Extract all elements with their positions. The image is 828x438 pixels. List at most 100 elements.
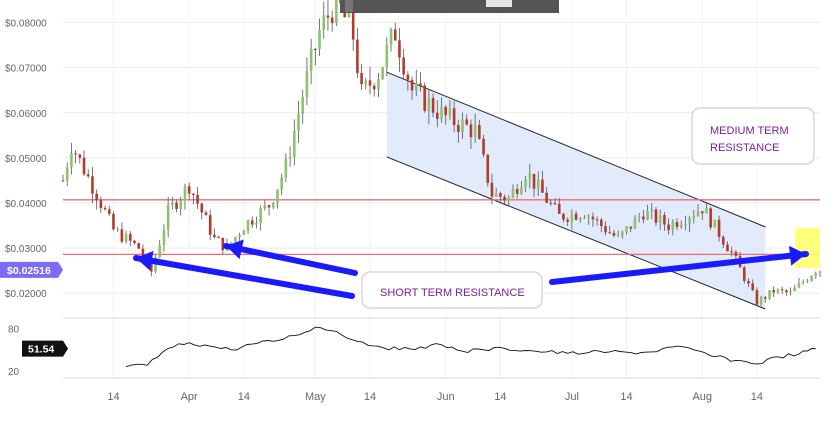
short-term-label: SHORT TERM RESISTANCE	[380, 287, 525, 299]
candle-body	[780, 289, 784, 291]
candle-body	[410, 79, 414, 91]
arrow-shaft	[133, 255, 355, 299]
highlight-box	[795, 228, 820, 268]
candle-body	[679, 224, 683, 227]
y-tick-label: $0.06000	[5, 109, 47, 120]
short-term-callout	[361, 271, 543, 309]
candle-body	[250, 220, 254, 225]
candle-body	[356, 39, 359, 74]
candle-body	[95, 193, 98, 201]
candle-body	[600, 219, 603, 227]
candle-body	[431, 98, 435, 113]
candle-body	[91, 176, 94, 194]
candle-body	[196, 194, 199, 204]
candle-body	[549, 202, 553, 204]
channel-lower-line	[386, 156, 766, 310]
candle-body	[448, 108, 452, 116]
candle-body	[574, 213, 578, 220]
candle-body	[293, 130, 296, 157]
candle-body	[402, 57, 405, 75]
price-axis: $0.08000 $0.07000 $0.06000 $0.05000 $0.04000…	[0, 19, 63, 300]
medium-term-label: MEDIUM TERM	[710, 125, 789, 137]
y-tick-label: $0.03000	[5, 244, 47, 255]
candle-body	[700, 211, 704, 214]
candle-body	[755, 290, 759, 305]
candle-body	[208, 215, 212, 235]
candle-body	[192, 193, 195, 195]
candle-body	[520, 187, 523, 194]
candle-body	[570, 213, 574, 222]
candle-body	[810, 276, 813, 281]
x-tick-label: Aug	[692, 391, 712, 403]
candle-body	[372, 85, 376, 90]
candle-body	[785, 290, 788, 293]
candle-body	[637, 216, 641, 218]
candle-body	[793, 287, 797, 292]
candle-body	[671, 221, 675, 231]
candle-body	[587, 216, 590, 218]
arrow-head	[789, 245, 806, 266]
x-tick-label: Jul	[565, 391, 579, 403]
candle-body	[204, 212, 208, 216]
candle-body	[263, 205, 267, 209]
grid	[63, 0, 820, 379]
date-axis: 14 Apr 14 May 14 Jun 14 Jul 14 Aug 14	[107, 391, 763, 403]
candle-body	[633, 217, 637, 229]
osc-y-tick-label: 80	[8, 325, 20, 336]
x-tick-label: May	[305, 391, 326, 403]
candle-body	[772, 290, 776, 293]
candle-body	[444, 106, 448, 116]
candle-body	[124, 234, 128, 242]
candle-body	[309, 49, 313, 72]
candle-body	[806, 280, 809, 282]
candle-body	[524, 179, 527, 188]
candle-body	[595, 219, 599, 221]
candle-body	[503, 196, 506, 201]
candle-body	[667, 224, 670, 231]
candle-body	[335, 0, 338, 24]
candle-body	[721, 236, 725, 245]
candle-body	[608, 232, 612, 234]
candle-body	[789, 291, 792, 293]
candle-body	[103, 208, 107, 210]
candle-body	[654, 209, 658, 223]
candle-body	[764, 297, 767, 299]
x-tick-label: Apr	[181, 391, 198, 403]
x-tick-label: 14	[620, 391, 632, 403]
toolbar-handle	[345, 0, 353, 12]
candle-body	[621, 231, 624, 236]
candle-body	[242, 230, 246, 235]
x-tick-label: 14	[751, 391, 763, 403]
candle-body	[86, 174, 90, 177]
candle-body	[650, 209, 654, 212]
candle-body	[229, 242, 233, 245]
candle-body	[70, 153, 73, 168]
medium-term-label: RESISTANCE	[710, 142, 779, 154]
x-tick-label: 14	[238, 391, 250, 403]
candle-body	[259, 208, 262, 223]
price-channel	[386, 71, 766, 310]
y-tick-label: $0.04000	[5, 199, 47, 210]
candle-body	[528, 173, 532, 180]
candle-body	[797, 282, 801, 288]
oscillator-value-tag	[22, 340, 68, 357]
candle-body	[578, 218, 582, 220]
candle-body	[74, 153, 77, 155]
candle-body	[179, 200, 183, 209]
current-price-label: $0.02516	[7, 265, 51, 277]
candle-body	[112, 213, 115, 230]
arrow-shaft	[549, 251, 809, 285]
candle-body	[490, 182, 494, 197]
candle-body	[486, 154, 490, 183]
candle-body	[646, 211, 649, 220]
toolbar-button[interactable]	[486, 0, 512, 7]
candle-body	[557, 203, 561, 214]
candle-body	[187, 186, 191, 194]
osc-y-tick-label: 20	[8, 367, 20, 378]
y-tick-label: $0.07000	[5, 64, 47, 75]
oscillator-panel: 80 20 51.54	[8, 325, 816, 378]
candle-body	[368, 80, 372, 86]
candle-body	[511, 188, 515, 198]
candle-body	[545, 192, 548, 203]
candle-body	[398, 40, 401, 58]
